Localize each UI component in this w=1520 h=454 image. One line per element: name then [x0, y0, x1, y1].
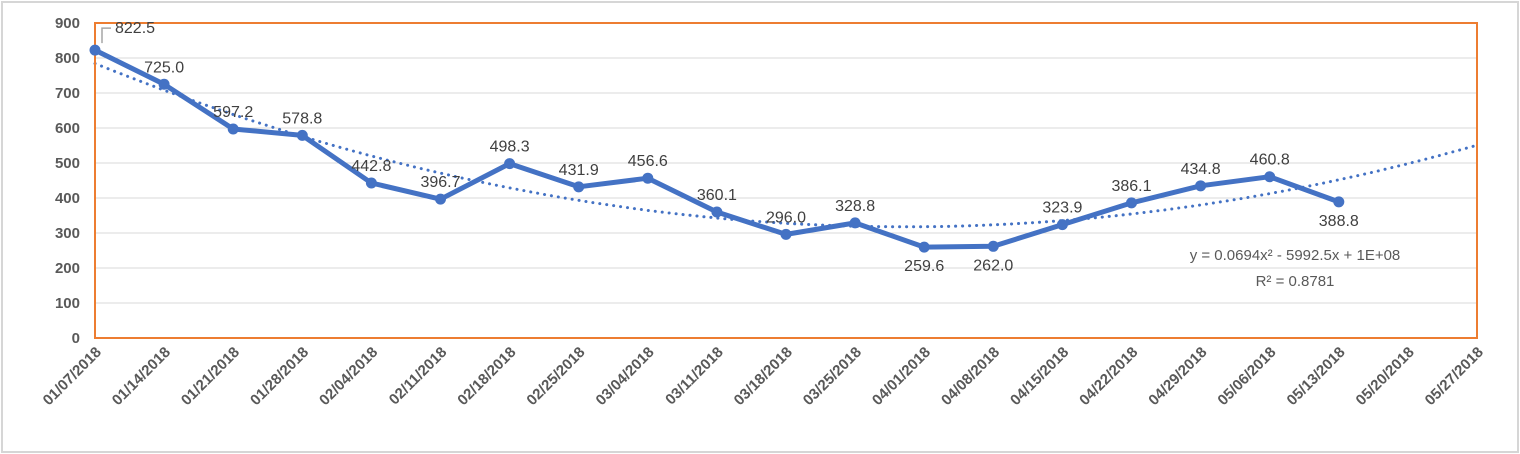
- data-label[interactable]: 460.8: [1250, 152, 1290, 169]
- trendline-r-squared-label[interactable]: R² = 0.8781: [1256, 273, 1335, 290]
- y-axis-tick-label[interactable]: 200: [55, 260, 80, 277]
- data-point-marker[interactable]: [642, 172, 654, 184]
- data-point-marker[interactable]: [504, 158, 516, 170]
- data-label[interactable]: 360.1: [697, 187, 737, 204]
- plot-area-border: [94, 22, 1478, 339]
- y-axis-tick-label[interactable]: 100: [55, 295, 80, 312]
- data-label[interactable]: 388.8: [1319, 213, 1359, 230]
- data-label[interactable]: 259.6: [904, 258, 944, 275]
- data-point-marker[interactable]: [227, 123, 239, 135]
- data-label[interactable]: 386.1: [1111, 178, 1151, 195]
- y-axis-tick-label[interactable]: 800: [55, 50, 80, 67]
- data-label[interactable]: 578.8: [282, 110, 322, 127]
- y-axis-tick-label[interactable]: 300: [55, 225, 80, 242]
- y-axis-tick-label[interactable]: 600: [55, 120, 80, 137]
- data-point-marker[interactable]: [780, 228, 792, 240]
- data-label[interactable]: 434.8: [1181, 161, 1221, 178]
- data-point-marker[interactable]: [1056, 219, 1068, 231]
- y-axis-tick-label[interactable]: 400: [55, 190, 80, 207]
- data-point-marker[interactable]: [435, 193, 446, 205]
- data-label[interactable]: 822.5: [115, 20, 155, 37]
- data-label-leader-line: [101, 27, 111, 44]
- data-point-marker[interactable]: [296, 129, 308, 141]
- data-label[interactable]: 396.7: [420, 174, 460, 191]
- data-label[interactable]: 498.3: [490, 139, 530, 156]
- data-label[interactable]: 442.8: [351, 158, 391, 175]
- data-label[interactable]: 431.9: [559, 162, 599, 179]
- data-point-marker[interactable]: [987, 240, 999, 252]
- data-point-marker[interactable]: [918, 241, 930, 253]
- data-label[interactable]: 456.6: [628, 153, 668, 170]
- data-label[interactable]: 262.0: [973, 257, 1013, 274]
- data-point-marker[interactable]: [1195, 180, 1207, 192]
- data-label[interactable]: 328.8: [835, 198, 875, 215]
- data-label[interactable]: 296.0: [766, 209, 806, 226]
- y-axis-tick-label[interactable]: 700: [55, 85, 80, 102]
- data-point-marker[interactable]: [89, 44, 101, 56]
- data-point-marker[interactable]: [1333, 196, 1345, 208]
- data-point-marker[interactable]: [1264, 171, 1276, 183]
- data-point-marker[interactable]: [849, 217, 861, 229]
- data-point-marker[interactable]: [711, 206, 723, 218]
- data-point-marker[interactable]: [365, 177, 377, 189]
- data-point-marker[interactable]: [573, 181, 585, 193]
- data-point-marker[interactable]: [158, 78, 170, 90]
- y-axis-tick-label[interactable]: 500: [55, 155, 80, 172]
- data-label[interactable]: 597.2: [213, 104, 253, 121]
- data-label[interactable]: 323.9: [1042, 200, 1082, 217]
- y-axis-tick-label[interactable]: 900: [55, 15, 80, 32]
- polynomial-trendline[interactable]: [93, 62, 1479, 229]
- y-axis-tick-label[interactable]: 0: [72, 330, 80, 347]
- data-label[interactable]: 725.0: [144, 59, 184, 76]
- trendline-equation-label[interactable]: y = 0.0694x² - 5992.5x + 1E+08: [1190, 247, 1401, 264]
- data-point-marker[interactable]: [1126, 197, 1137, 209]
